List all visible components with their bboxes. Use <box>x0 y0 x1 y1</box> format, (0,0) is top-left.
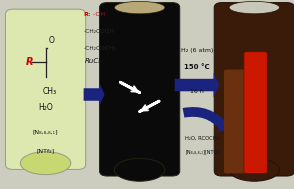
Text: O: O <box>49 36 55 45</box>
Text: -OH: -OH <box>91 12 105 17</box>
Text: 150 °C: 150 °C <box>184 64 210 70</box>
Text: H₂ (6 atm): H₂ (6 atm) <box>181 48 213 53</box>
Text: -CH₂COCH₃: -CH₂COCH₃ <box>84 46 116 51</box>
FancyBboxPatch shape <box>224 70 247 173</box>
Text: 16 h: 16 h <box>190 89 204 94</box>
Ellipse shape <box>229 158 280 181</box>
FancyBboxPatch shape <box>214 3 294 176</box>
Ellipse shape <box>114 158 165 181</box>
Text: CH₃: CH₃ <box>43 87 57 96</box>
Text: R: R <box>26 57 33 67</box>
Text: [N₈,₈,₈,₁]: [N₈,₈,₈,₁] <box>33 130 59 135</box>
Ellipse shape <box>114 1 165 14</box>
FancyBboxPatch shape <box>244 52 267 173</box>
Ellipse shape <box>229 1 280 14</box>
Text: [NTf₂]: [NTf₂] <box>36 149 55 154</box>
Text: [N₈,₈,₈,₁][NTf₂]: [N₈,₈,₈,₁][NTf₂] <box>185 149 219 154</box>
FancyBboxPatch shape <box>100 3 180 176</box>
Text: H₂O, RCOCH₃: H₂O, RCOCH₃ <box>185 136 219 141</box>
Text: H₂O: H₂O <box>38 103 53 112</box>
Text: -CH₂COOH: -CH₂COOH <box>84 29 115 34</box>
Text: R:: R: <box>84 12 91 17</box>
Text: RuCl₃: RuCl₃ <box>85 58 103 64</box>
Ellipse shape <box>20 152 71 175</box>
FancyBboxPatch shape <box>6 9 86 169</box>
